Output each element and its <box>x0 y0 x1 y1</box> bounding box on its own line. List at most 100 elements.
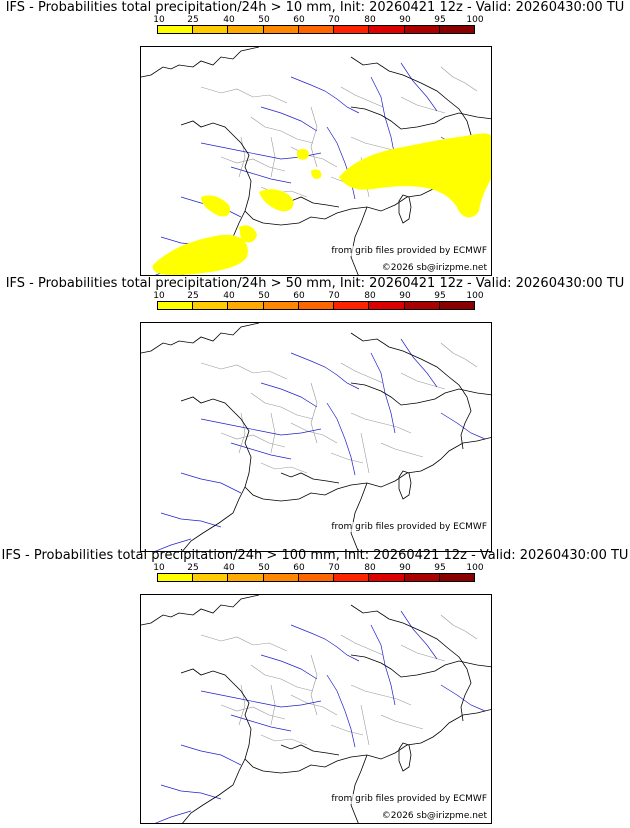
department-border <box>290 422 338 444</box>
colorbar-tick: 95 <box>434 15 446 25</box>
colorbar-segment <box>193 302 229 309</box>
river <box>370 76 396 158</box>
department-border <box>200 86 288 104</box>
department-border <box>360 432 370 474</box>
river <box>260 654 318 680</box>
river <box>230 166 292 184</box>
colorbar-segment <box>439 574 474 581</box>
department-border <box>200 634 288 652</box>
colorbar-tick: 100 <box>466 291 484 301</box>
colorbar-tick: 100 <box>466 563 484 573</box>
corsica-coast <box>398 742 412 772</box>
department-border <box>340 86 384 108</box>
precip-area <box>439 175 469 200</box>
colorbar-segment <box>369 574 405 581</box>
country-border <box>280 604 472 756</box>
river <box>400 338 438 388</box>
river <box>200 418 322 436</box>
colorbar-segment <box>369 26 405 33</box>
colorbar-tick: 40 <box>223 291 235 301</box>
colorbar <box>157 25 475 34</box>
precip-area <box>297 148 309 160</box>
river <box>230 714 292 732</box>
colorbar-segment <box>404 302 440 309</box>
river <box>180 472 242 494</box>
department-border <box>340 634 384 656</box>
department-border <box>330 724 364 736</box>
colorbar-tick: 10 <box>153 15 165 25</box>
colorbar-tick: 40 <box>223 563 235 573</box>
corsica-coast <box>398 470 412 500</box>
department-border <box>260 734 308 746</box>
colorbar-tick: 10 <box>153 291 165 301</box>
colorbar-segment <box>193 26 229 33</box>
department-border <box>330 452 364 464</box>
colorbar-segment <box>334 574 370 581</box>
colorbar-tick: 50 <box>258 15 270 25</box>
precip-area <box>201 195 231 217</box>
map-panel-50mm: IFS - Probabilities total precipitation/… <box>0 276 630 552</box>
colorbar-tick: 25 <box>187 15 199 25</box>
colorbar-tick: 40 <box>223 15 235 25</box>
colorbar-tick: 80 <box>364 563 376 573</box>
department-border <box>270 412 276 454</box>
department-border <box>200 362 288 380</box>
colorbar-segment <box>404 26 440 33</box>
department-border <box>220 704 286 720</box>
river <box>230 442 292 460</box>
department-border <box>250 116 314 144</box>
colorbar-tick: 90 <box>399 15 411 25</box>
panel-title: IFS - Probabilities total precipitation/… <box>1 548 629 563</box>
map-svg <box>141 323 491 551</box>
river <box>160 512 222 528</box>
colorbar-tick: 90 <box>399 291 411 301</box>
department-border <box>250 664 314 692</box>
colorbar-tick: 60 <box>293 563 305 573</box>
map-panel-100mm: IFS - Probabilities total precipitation/… <box>0 548 630 824</box>
department-border <box>400 96 446 114</box>
department-border <box>360 704 370 746</box>
panel-title: IFS - Probabilities total precipitation/… <box>5 276 625 291</box>
department-border <box>310 106 318 168</box>
river <box>440 412 486 440</box>
panel-title: IFS - Probabilities total precipitation/… <box>5 0 625 15</box>
river <box>400 610 438 660</box>
colorbar-segment <box>228 26 264 33</box>
river <box>200 690 322 708</box>
colorbar-segment <box>158 574 194 581</box>
coastline <box>141 595 491 823</box>
map-panel-10mm: IFS - Probabilities total precipitation/… <box>0 0 630 276</box>
department-border <box>440 66 478 92</box>
river <box>155 538 192 551</box>
colorbar-tick: 25 <box>187 563 199 573</box>
colorbar-segment <box>298 302 335 309</box>
colorbar-segment <box>228 302 264 309</box>
map-area: from grib files provided by ECMWF ©2026 … <box>140 46 492 276</box>
map-svg <box>141 47 491 275</box>
country-border <box>280 332 472 484</box>
colorbar-tick: 70 <box>328 563 340 573</box>
department-border <box>260 462 308 474</box>
colorbar-tick: 90 <box>399 563 411 573</box>
copyright-credit: ©2026 sb@irizpme.net <box>381 811 487 821</box>
colorbar-tick: 70 <box>328 291 340 301</box>
colorbar-ticks: 10 25 40 50 60 70 80 90 95 100 <box>140 563 492 573</box>
colorbar <box>157 301 475 310</box>
precip-area <box>311 169 322 179</box>
river <box>370 624 396 706</box>
colorbar-segment <box>298 26 335 33</box>
colorbar-tick: 60 <box>293 291 305 301</box>
colorbar-tick: 50 <box>258 563 270 573</box>
colorbar-tick: 95 <box>434 563 446 573</box>
colorbar-tick: 10 <box>153 563 165 573</box>
colorbar-ticks: 10 25 40 50 60 70 80 90 95 100 <box>140 291 492 301</box>
source-credit: from grib files provided by ECMWF <box>331 522 487 532</box>
source-credit: from grib files provided by ECMWF <box>331 794 487 804</box>
department-border <box>340 362 384 384</box>
colorbar-segment <box>228 574 264 581</box>
river <box>260 382 318 408</box>
colorbar-segment <box>369 302 405 309</box>
department-border <box>270 684 276 726</box>
colorbar <box>157 573 475 582</box>
precip-area <box>152 234 248 275</box>
